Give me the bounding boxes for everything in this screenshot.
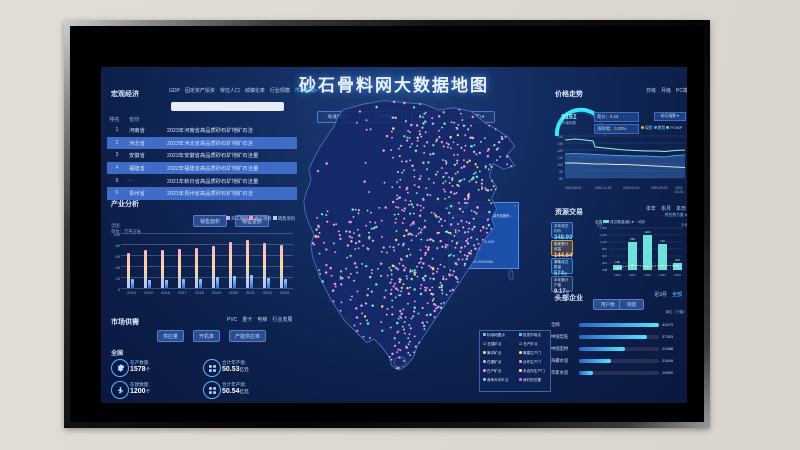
svg-text:1,000: 1,000 xyxy=(599,240,607,244)
svg-text:80: 80 xyxy=(559,177,563,181)
svg-text:元/吨: 元/吨 xyxy=(681,222,687,227)
svg-text:1,200: 1,200 xyxy=(599,233,607,237)
svg-text:2023: 2023 xyxy=(659,273,666,277)
svg-text:0: 0 xyxy=(605,268,607,272)
svg-text:188: 188 xyxy=(615,260,620,264)
svg-text:90: 90 xyxy=(559,170,563,174)
svg-text:130: 130 xyxy=(557,142,563,146)
svg-text:732: 732 xyxy=(660,239,665,243)
svg-text:600: 600 xyxy=(602,254,607,258)
svg-text:120: 120 xyxy=(557,149,563,153)
svg-text:639: 639 xyxy=(630,237,635,241)
svg-text:亿元: 亿元 xyxy=(597,222,603,227)
svg-text:2020: 2020 xyxy=(614,273,621,277)
svg-text:2021: 2021 xyxy=(629,273,636,277)
svg-text:140: 140 xyxy=(557,135,563,139)
svg-text:204: 204 xyxy=(675,258,680,262)
svg-text:400: 400 xyxy=(602,261,607,265)
svg-text:110: 110 xyxy=(558,156,564,160)
svg-text:2024: 2024 xyxy=(674,273,681,277)
svg-text:1204: 1204 xyxy=(644,230,651,234)
svg-text:100: 100 xyxy=(557,163,563,167)
svg-text:800: 800 xyxy=(602,247,607,251)
svg-text:2022: 2022 xyxy=(644,273,651,277)
